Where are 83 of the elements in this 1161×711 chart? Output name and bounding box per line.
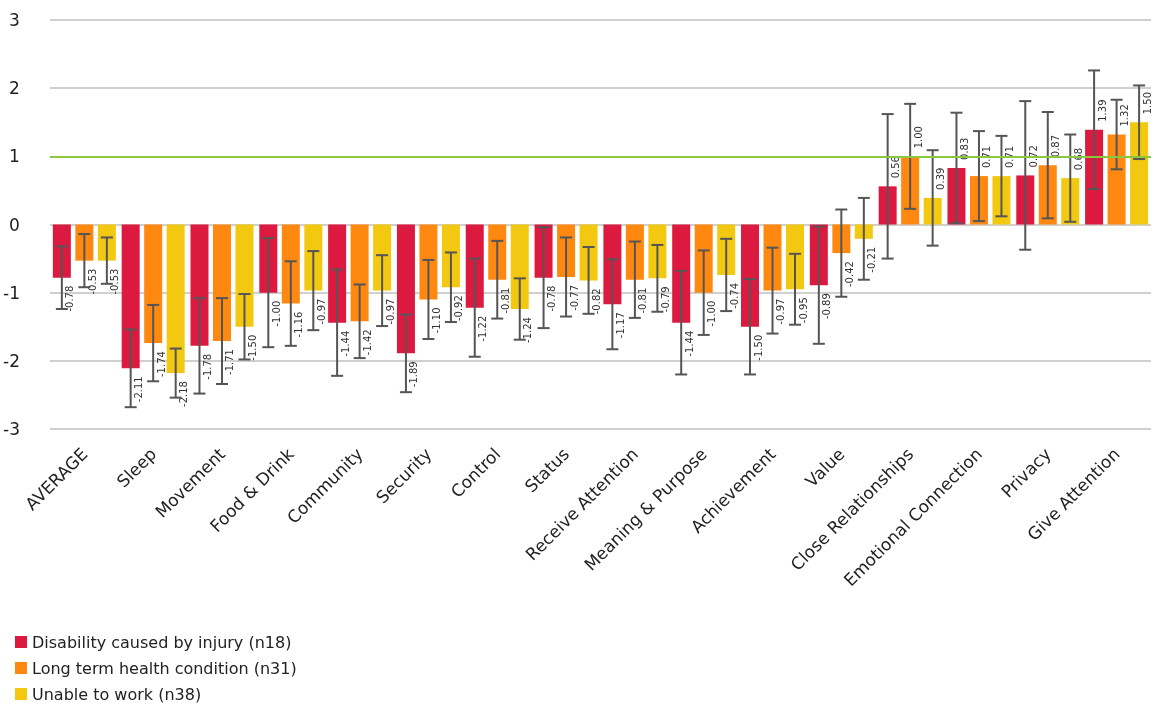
bar <box>763 224 782 291</box>
y-tick-label: 2 <box>9 78 20 99</box>
bar <box>121 224 140 369</box>
bar <box>144 224 163 344</box>
bar <box>579 224 598 281</box>
data-label: -1.42 <box>362 329 374 356</box>
bar <box>350 224 369 322</box>
bar <box>717 224 736 275</box>
legend-label: Unable to work (n38) <box>32 684 202 704</box>
y-tick-label: -2 <box>3 350 20 371</box>
data-label: -1.22 <box>477 315 489 342</box>
data-label: -0.74 <box>728 282 740 309</box>
data-label: -1.71 <box>224 349 236 375</box>
data-label: 1.50 <box>1141 91 1153 115</box>
data-label: -0.53 <box>109 268 121 295</box>
data-label: 0.87 <box>1050 134 1062 158</box>
data-label: -0.95 <box>797 297 809 324</box>
legend-label: Disability caused by injury (n18) <box>32 632 292 652</box>
data-label: 0.72 <box>1027 145 1039 168</box>
y-tick-label: -1 <box>3 282 20 303</box>
data-label: -0.97 <box>384 298 396 325</box>
bar <box>786 224 805 290</box>
bar <box>419 224 438 300</box>
data-label: -1.44 <box>683 330 695 357</box>
bar <box>1130 122 1149 225</box>
bar <box>304 224 323 291</box>
data-label: -0.82 <box>591 288 603 315</box>
data-label: 1.39 <box>1096 99 1108 122</box>
data-label: -2.18 <box>178 381 190 407</box>
data-label: -1.00 <box>270 300 282 327</box>
data-label: -0.21 <box>866 246 878 273</box>
bar <box>328 224 347 323</box>
data-label: -1.16 <box>293 311 305 338</box>
bar <box>166 224 185 374</box>
data-label: -0.78 <box>64 285 76 312</box>
data-label: -1.10 <box>430 307 442 334</box>
data-label: -1.00 <box>706 300 718 327</box>
data-label: -1.78 <box>201 353 213 380</box>
bar <box>510 224 529 310</box>
bar <box>603 224 622 305</box>
data-label: -0.53 <box>86 268 98 295</box>
data-label: -2.11 <box>133 376 145 403</box>
bar <box>1107 134 1126 225</box>
y-tick-label: 0 <box>9 214 20 235</box>
y-tick-label: 3 <box>9 10 20 30</box>
data-label: -0.81 <box>499 287 511 314</box>
data-label: -0.78 <box>546 285 558 312</box>
bar <box>1085 129 1104 225</box>
data-label: -0.92 <box>453 295 465 322</box>
data-label: -0.97 <box>775 298 787 325</box>
bar <box>281 224 300 304</box>
y-tick-label: 1 <box>9 146 20 167</box>
data-label: -1.17 <box>614 312 626 339</box>
data-label: -0.79 <box>659 286 671 313</box>
bar <box>441 224 460 288</box>
data-label: -0.97 <box>315 298 327 325</box>
data-label: -0.81 <box>637 287 649 314</box>
legend-label: Long term health condition (n31) <box>32 658 297 678</box>
data-label: -1.89 <box>408 361 420 388</box>
data-label: -0.89 <box>821 293 833 320</box>
bar <box>190 224 209 346</box>
data-label: -1.50 <box>246 334 258 361</box>
data-label: -0.42 <box>843 261 855 288</box>
y-tick-label: -3 <box>3 419 20 439</box>
data-label: 0.39 <box>935 167 947 190</box>
bar <box>465 224 484 308</box>
data-label: -1.50 <box>752 334 764 361</box>
bar <box>557 224 576 277</box>
data-label: -1.44 <box>339 330 351 357</box>
bar <box>396 224 415 354</box>
bar <box>648 224 667 279</box>
bar <box>373 224 392 291</box>
bar <box>235 224 254 327</box>
bar <box>52 224 71 278</box>
data-label: 1.32 <box>1119 104 1131 127</box>
bar <box>741 224 760 327</box>
data-label: -0.77 <box>568 284 580 311</box>
bar <box>212 224 231 342</box>
data-label: -1.24 <box>522 317 534 343</box>
bar <box>672 224 691 323</box>
data-label: -1.74 <box>155 351 167 377</box>
data-label: 1.00 <box>912 126 924 149</box>
bar <box>625 224 644 280</box>
